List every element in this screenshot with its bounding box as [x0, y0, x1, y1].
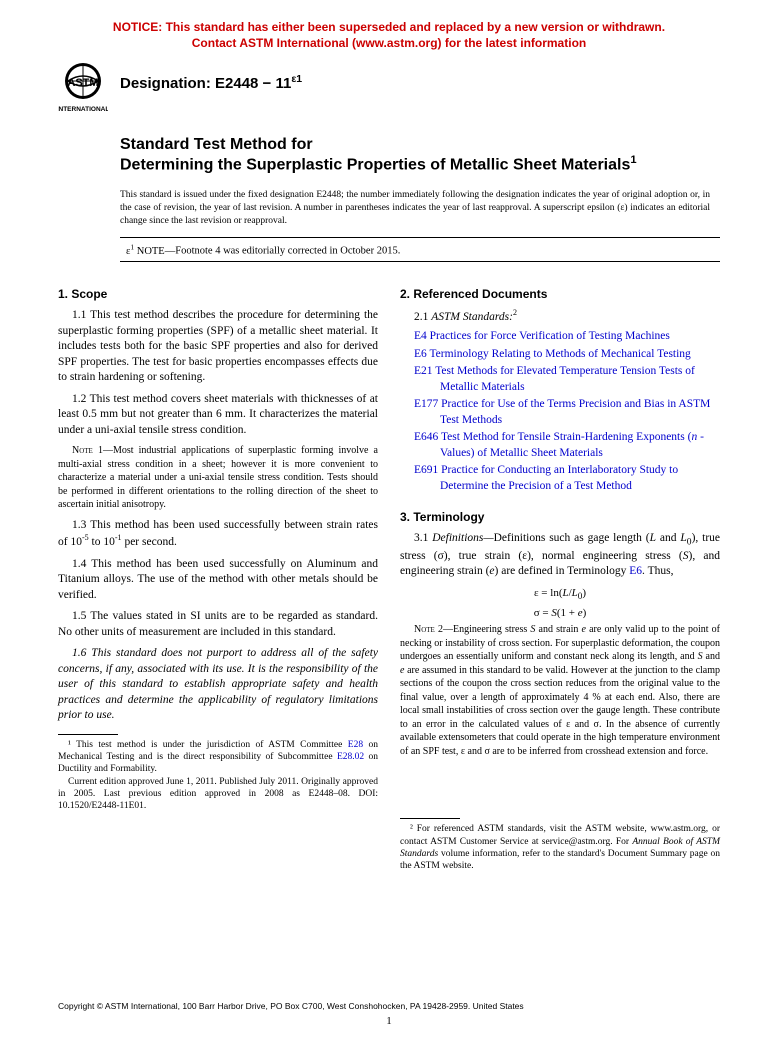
referenced-docs-heading: 2. Referenced Documents [400, 286, 720, 302]
issuance-note: This standard is issued under the fixed … [120, 189, 720, 227]
para-1-3: 1.3 This method has been used successful… [58, 518, 378, 551]
footnote-2: ² For referenced ASTM standards, visit t… [400, 823, 720, 872]
note-2: Note 2—Engineering stress S and strain e… [400, 623, 720, 758]
left-column: 1. Scope 1.1 This test method describes … [58, 282, 378, 873]
designation-epsilon: ε1 [291, 73, 302, 85]
equation-1: ε = ln(L/L0) [400, 586, 720, 603]
para-1-6: 1.6 This standard does not purport to ad… [58, 646, 378, 724]
copyright-line: Copyright © ASTM International, 100 Barr… [58, 1001, 524, 1011]
footnote-1b: Current edition approved June 1, 2011. P… [58, 776, 378, 813]
para-1-5: 1.5 The values stated in SI units are to… [58, 609, 378, 640]
ref-e21[interactable]: E21 Test Methods for Elevated Temperatur… [400, 364, 720, 395]
scope-heading: 1. Scope [58, 286, 378, 302]
footnote-link-e2802[interactable]: E28.02 [337, 752, 364, 762]
designation: Designation: E2448 − 11ε1 [120, 61, 302, 92]
para-1-2: 1.2 This test method covers sheet materi… [58, 392, 378, 439]
terminology-heading: 3. Terminology [400, 509, 720, 525]
footnote-1: ¹ This test method is under the jurisdic… [58, 739, 378, 776]
svg-text:INTERNATIONAL: INTERNATIONAL [58, 106, 108, 113]
astm-logo: ASTM INTERNATIONAL [58, 61, 108, 115]
ref-e177[interactable]: E177 Practice for Use of the Terms Preci… [400, 397, 720, 428]
footnote-rule-right [400, 818, 460, 819]
document-page: NOTICE: This standard has either been su… [0, 0, 778, 1041]
ref-e646[interactable]: E646 Test Method for Tensile Strain-Hard… [400, 430, 720, 461]
title-block: Standard Test Method for Determining the… [120, 135, 720, 175]
svg-text:ASTM: ASTM [67, 77, 98, 89]
title-line2: Determining the Superplastic Properties … [120, 154, 720, 175]
note-1: Note 1—Most industrial applications of s… [58, 444, 378, 512]
page-number: 1 [0, 1015, 778, 1027]
ref-e691[interactable]: E691 Practice for Conducting an Interlab… [400, 463, 720, 494]
para-1-1: 1.1 This test method describes the proce… [58, 308, 378, 386]
notice-line1: NOTICE: This standard has either been su… [113, 20, 665, 34]
footnote-rule [58, 734, 118, 735]
editorial-prefix: ε1 NOTE— [126, 246, 175, 257]
footnote-link-e28[interactable]: E28 [348, 740, 363, 750]
link-e6[interactable]: E6 [629, 565, 642, 577]
two-column-body: 1. Scope 1.1 This test method describes … [58, 282, 720, 873]
notice-banner: NOTICE: This standard has either been su… [58, 20, 720, 51]
ref-e6[interactable]: E6 Terminology Relating to Methods of Me… [400, 347, 720, 363]
header-row: ASTM INTERNATIONAL Designation: E2448 − … [58, 61, 720, 115]
para-3-1: 3.1 Definitions—Definitions such as gage… [400, 531, 720, 580]
astm-standards-subhead: 2.1 ASTM Standards:2 [400, 308, 720, 325]
notice-line2: Contact ASTM International (www.astm.org… [192, 36, 586, 50]
equation-2: σ = S(1 + e) [400, 606, 720, 621]
right-column: 2. Referenced Documents 2.1 ASTM Standar… [400, 282, 720, 873]
para-1-4: 1.4 This method has been used successful… [58, 557, 378, 604]
designation-text: Designation: E2448 − 11 [120, 75, 291, 92]
editorial-text: Footnote 4 was editorially corrected in … [175, 246, 400, 257]
title-line1: Standard Test Method for [120, 135, 720, 154]
ref-e4[interactable]: E4 Practices for Force Verification of T… [400, 329, 720, 345]
editorial-note-box: ε1 NOTE—Footnote 4 was editorially corre… [120, 237, 720, 262]
